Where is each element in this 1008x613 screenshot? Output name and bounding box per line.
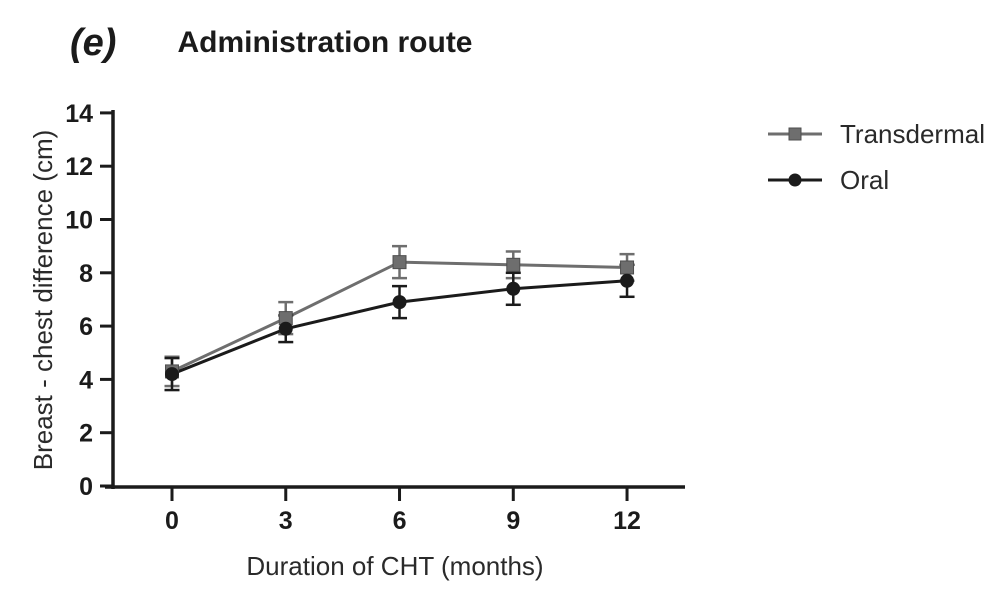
series-oral bbox=[164, 263, 635, 392]
y-tick-label: 8 bbox=[79, 260, 93, 288]
legend-label: Oral bbox=[840, 165, 889, 195]
marker-layer bbox=[165, 255, 635, 382]
y-axis-title: Breast - chest difference (cm) bbox=[28, 130, 58, 471]
y-tick-label: 6 bbox=[79, 313, 93, 341]
x-axis-title: Duration of CHT (months) bbox=[246, 551, 543, 581]
y-tick-label: 4 bbox=[79, 366, 93, 394]
x-tick-label: 0 bbox=[165, 507, 179, 535]
x-tick-label: 9 bbox=[506, 507, 520, 535]
y-tick-label: 14 bbox=[65, 100, 93, 128]
y-tick-label: 0 bbox=[79, 473, 93, 501]
y-tick-label: 10 bbox=[65, 207, 93, 235]
data-point-square bbox=[506, 257, 521, 272]
y-tick-label: 2 bbox=[79, 420, 93, 448]
legend: Transdermal Oral bbox=[768, 119, 985, 195]
data-point-circle bbox=[278, 321, 293, 336]
legend-square-icon bbox=[788, 127, 802, 141]
chart-title: Administration route bbox=[177, 26, 472, 59]
legend-label: Transdermal bbox=[840, 119, 985, 149]
x-ticks: 0 3 6 9 12 bbox=[165, 487, 641, 535]
data-point-square bbox=[392, 255, 407, 270]
legend-circle-icon bbox=[788, 173, 802, 187]
x-tick-label: 6 bbox=[393, 507, 407, 535]
x-tick-label: 12 bbox=[613, 507, 641, 535]
data-point-circle bbox=[620, 273, 635, 288]
data-point-circle bbox=[392, 295, 407, 310]
y-tick-label: 12 bbox=[65, 153, 93, 181]
data-point-circle bbox=[506, 281, 521, 296]
data-point-circle bbox=[165, 367, 179, 382]
x-tick-label: 3 bbox=[279, 507, 293, 535]
panel-label: (e) bbox=[70, 22, 116, 64]
y-ticks: 0 2 4 6 8 10 12 14 bbox=[65, 100, 113, 501]
data-point-square bbox=[620, 260, 635, 275]
